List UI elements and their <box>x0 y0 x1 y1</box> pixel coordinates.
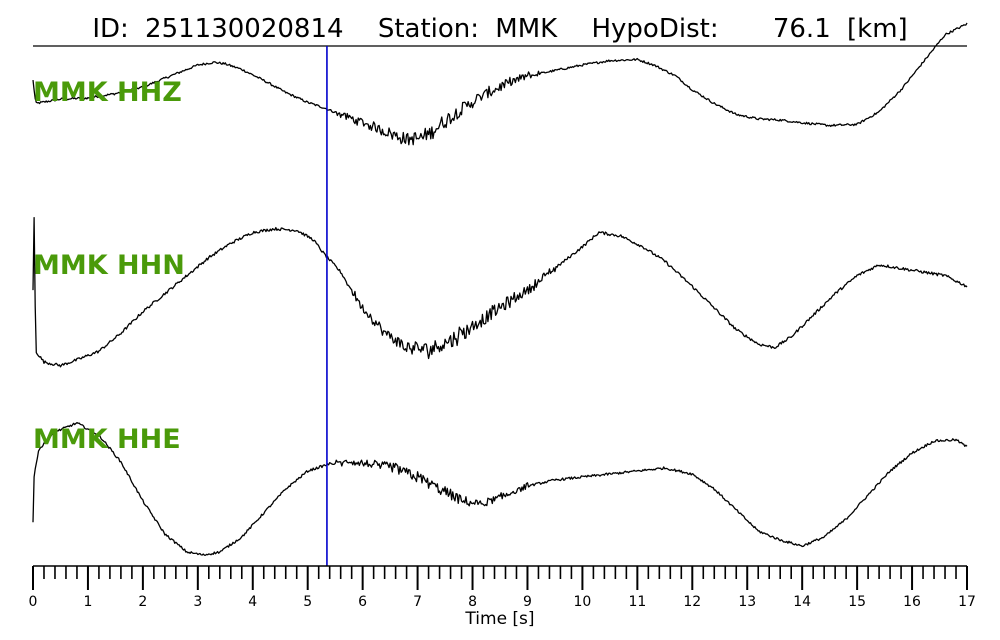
tick-label: 9 <box>523 594 532 610</box>
tick-label: 4 <box>248 594 257 610</box>
tick-label: 11 <box>628 594 646 610</box>
hypodist-unit: [km] <box>847 14 908 44</box>
traces-group <box>32 22 968 556</box>
tick-label: 5 <box>303 594 312 610</box>
id-label: ID: <box>92 14 128 44</box>
trace-mmk-hhe <box>32 421 968 556</box>
tick-label: 0 <box>29 594 38 610</box>
x-axis-label: Time [s] <box>464 609 534 629</box>
tick-label: 15 <box>848 594 866 610</box>
station-label: Station: <box>378 14 479 44</box>
channel-label-hhe: MMK HHE <box>33 424 181 455</box>
id-value: 251130020814 <box>145 14 344 44</box>
tick-label: 7 <box>413 594 422 610</box>
station-value: MMK <box>495 14 558 44</box>
hypodist-label: HypoDist: <box>591 14 718 44</box>
time-axis-ticks: 0 1 2 3 4 5 6 7 8 9 10 11 12 13 14 15 16 17 <box>29 566 976 610</box>
tick-label: 1 <box>83 594 92 610</box>
hypodist-value: 76.1 <box>773 14 831 44</box>
tick-label: 14 <box>793 594 811 610</box>
channel-label-hhz: MMK HHZ <box>33 77 182 108</box>
tick-label: 10 <box>573 594 591 610</box>
tick-label: 17 <box>958 594 976 610</box>
trace-mmk-hhz <box>32 22 968 146</box>
time-axis: 0 1 2 3 4 5 6 7 8 9 10 11 12 13 14 15 16 17 <box>29 565 976 610</box>
channel-label-hhn: MMK HHN <box>33 250 185 281</box>
tick-label: 16 <box>903 594 921 610</box>
tick-label: 3 <box>193 594 202 610</box>
tick-label: 2 <box>138 594 147 610</box>
tick-label: 13 <box>738 594 756 610</box>
tick-label: 8 <box>468 594 477 610</box>
tick-label: 12 <box>683 594 701 610</box>
plot-title: ID: 251130020814 Station: MMK HypoDist: … <box>92 14 907 44</box>
trace-mmk-hhn <box>32 216 968 368</box>
tick-label: 6 <box>358 594 367 610</box>
